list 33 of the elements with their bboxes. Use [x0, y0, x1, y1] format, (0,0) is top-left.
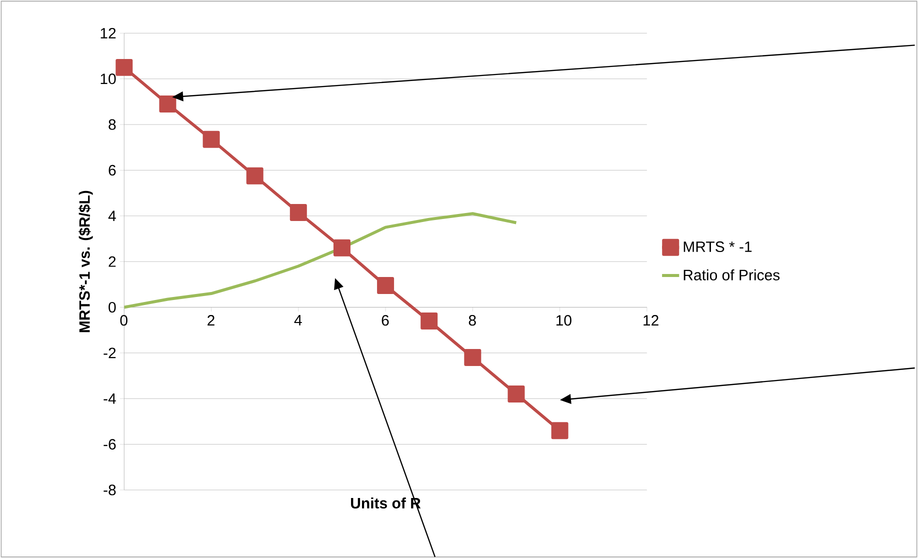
- legend-label: MRTS * -1: [684, 241, 752, 252]
- y-tick-label: 12: [100, 28, 116, 38]
- point: [464, 348, 482, 366]
- y-tick-label: 0: [108, 302, 116, 312]
- x-tick-label: 4: [294, 314, 302, 326]
- y-tick-label: 10: [100, 73, 116, 84]
- y-tick-label: 8: [108, 119, 116, 130]
- y-tick-label: -4: [104, 393, 116, 404]
- x-tick-label: 8: [468, 314, 476, 326]
- line-series: [124, 212, 518, 309]
- y-tick-label: -8: [104, 484, 116, 496]
- point: [508, 385, 525, 402]
- point: [551, 422, 568, 440]
- point: [290, 204, 307, 221]
- x-tick-label: 10: [556, 314, 572, 326]
- x-tick-label: 6: [382, 314, 389, 326]
- y-tick-label: 2: [108, 256, 116, 267]
- x-tick-label: 0: [120, 314, 128, 326]
- legend-label: Ratio of Prices: [684, 269, 780, 280]
- point: [116, 58, 133, 76]
- y-tick-label: 4: [108, 210, 116, 221]
- y-tick-label: -6: [104, 438, 116, 450]
- point: [246, 167, 264, 184]
- point: [377, 276, 394, 294]
- y-tick-label: -2: [104, 348, 116, 358]
- y-axis-title: MRTS*-1 vs. ($R/$L): [78, 190, 93, 332]
- point: [159, 95, 176, 112]
- y-tick-label: 6: [108, 164, 116, 176]
- point: [333, 239, 350, 256]
- point: [420, 312, 438, 330]
- x-tick-label: 2: [208, 314, 214, 326]
- x-tick-label: 12: [644, 314, 658, 326]
- point: [202, 130, 220, 148]
